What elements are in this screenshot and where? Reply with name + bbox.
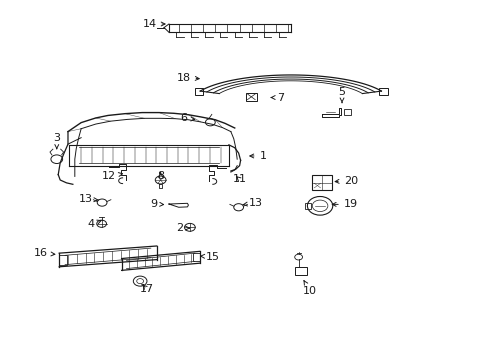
Bar <box>305 203 311 209</box>
Text: 13: 13 <box>79 194 99 204</box>
Text: 14: 14 <box>142 19 165 29</box>
Text: 6: 6 <box>180 113 194 123</box>
Text: 10: 10 <box>303 281 317 296</box>
Bar <box>59 255 67 265</box>
Text: 19: 19 <box>331 199 357 210</box>
Text: 4: 4 <box>87 220 101 229</box>
Text: 2: 2 <box>176 223 189 233</box>
Bar <box>311 175 331 190</box>
Bar <box>378 88 387 95</box>
Text: 12: 12 <box>102 171 122 181</box>
Text: 17: 17 <box>140 284 154 294</box>
Text: 1: 1 <box>249 151 266 161</box>
Text: 15: 15 <box>200 252 220 262</box>
Text: 7: 7 <box>271 93 284 103</box>
Bar <box>195 87 203 95</box>
Bar <box>294 267 307 275</box>
Bar <box>343 109 350 116</box>
Bar <box>192 253 199 261</box>
Text: 16: 16 <box>34 248 55 258</box>
Text: 9: 9 <box>150 199 163 209</box>
Text: 18: 18 <box>176 73 199 83</box>
Text: 3: 3 <box>53 133 60 149</box>
Bar <box>245 93 256 101</box>
Text: 11: 11 <box>232 174 246 184</box>
Text: 20: 20 <box>334 176 357 186</box>
Text: 8: 8 <box>157 171 164 181</box>
Text: 13: 13 <box>243 198 262 208</box>
Text: 5: 5 <box>338 87 345 103</box>
